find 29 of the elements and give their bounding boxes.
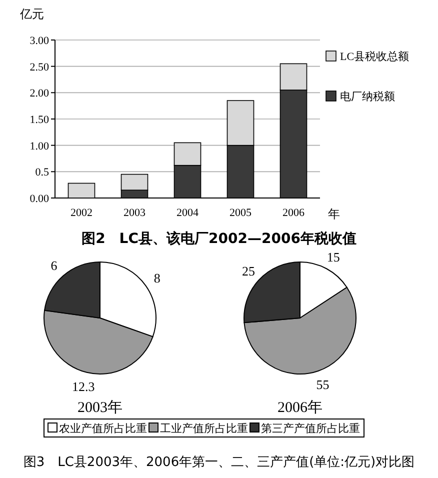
legend-label: 电厂纳税额 — [340, 90, 395, 103]
caption: 图3 LC县2003年、2006年第一、二、三产产值(单位:亿元)对比图 — [23, 455, 415, 470]
data-label: 8 — [154, 270, 160, 286]
y-axis-title: 亿元 — [19, 7, 44, 21]
y-tick-label: 1.50 — [30, 114, 50, 126]
data-label: 25 — [242, 264, 255, 279]
x-tick-label: 2003 — [124, 207, 146, 219]
y-tick-label: 0.00 — [30, 193, 50, 205]
x-tick-label: 2005 — [230, 207, 252, 219]
y-tick-label: 1.00 — [30, 140, 50, 152]
y-tick-label: 3.00 — [30, 35, 50, 47]
text: 2003年 — [78, 399, 122, 416]
legend-label: 农业产值所占比重 — [59, 422, 147, 435]
x-tick-label: 2006 — [282, 207, 305, 219]
text: 2006年 — [278, 399, 322, 416]
data-label: 15 — [326, 249, 340, 264]
y-tick-label: 0.5 — [35, 166, 50, 179]
legend-label: 第三产产值所占比重 — [261, 422, 360, 435]
y-tick-label: 2.50 — [30, 61, 50, 74]
x-axis-title: 年 — [328, 207, 340, 221]
data-label: 55 — [316, 377, 330, 392]
data-label: 12.3 — [72, 379, 95, 394]
x-tick-label: 2004 — [176, 207, 199, 219]
data-label: 6 — [50, 258, 58, 274]
legend-label: LC县税收总额 — [340, 50, 410, 63]
legend-label: 工业产值所占比重 — [160, 422, 248, 435]
y-tick-label: 2.00 — [30, 88, 50, 100]
x-tick-label: 2002 — [70, 207, 92, 219]
text: 图2 LC县、该电厂2002—2006年税收值 — [82, 230, 356, 247]
